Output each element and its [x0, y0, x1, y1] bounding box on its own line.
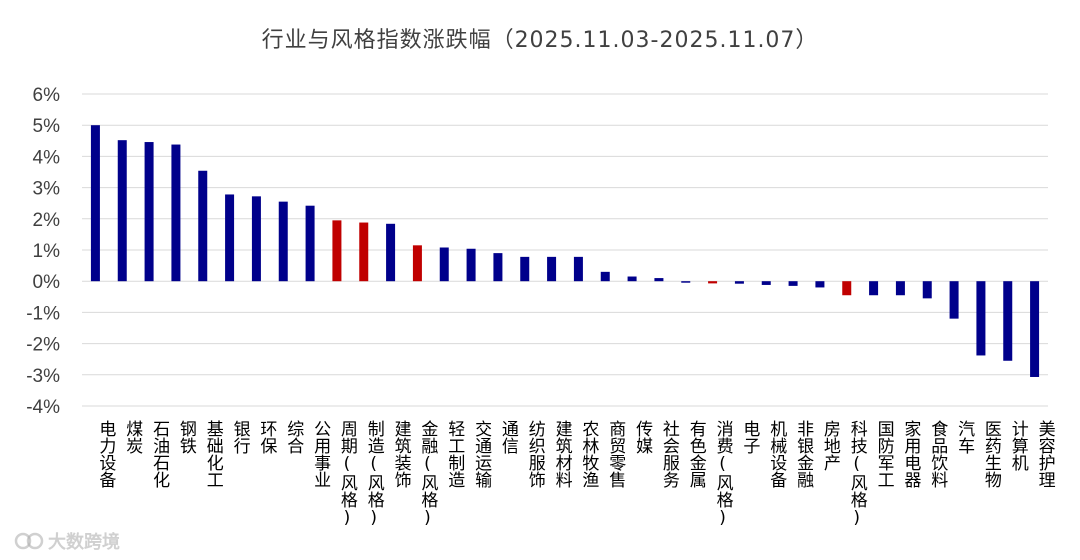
- bar-11: [359, 222, 369, 282]
- bar-20: [600, 271, 610, 282]
- x-category-label: 社会服务: [659, 420, 680, 488]
- watermark: 大数跨境: [14, 528, 120, 554]
- x-category-label: 周期(风格): [337, 420, 358, 528]
- x-category-label: 建筑装饰: [391, 420, 412, 488]
- bar-9: [305, 205, 315, 282]
- bar-5: [198, 170, 208, 282]
- x-category-label: 交通运输: [471, 420, 492, 489]
- x-category-label: 基础化工: [203, 420, 224, 488]
- bar-23: [681, 281, 691, 283]
- bar-14: [439, 247, 449, 282]
- bar-16: [493, 253, 503, 282]
- x-category-label: 农林牧渔: [578, 420, 599, 488]
- y-tick-label: -4%: [26, 397, 60, 418]
- x-category-label: 计算机: [1008, 420, 1029, 471]
- x-category-label: 银行: [230, 420, 251, 455]
- y-tick-label: -3%: [26, 366, 60, 387]
- bar-35: [1003, 281, 1013, 361]
- bars: [90, 125, 1040, 377]
- x-category-label: 综合: [283, 420, 304, 454]
- bar-15: [466, 248, 476, 282]
- bar-26: [761, 281, 771, 285]
- bar-36: [1030, 281, 1040, 377]
- x-category-label: 食品饮料: [927, 420, 948, 488]
- bar-4: [171, 144, 181, 282]
- y-axis-tick-labels: 6% 5% 4% 3% 2% 1% 0% -1% -2% -3% -4%: [26, 85, 60, 418]
- y-tick-label: 0%: [33, 272, 61, 293]
- gridlines: [82, 93, 1048, 407]
- y-tick-label: 5%: [33, 116, 61, 137]
- y-tick-label: -2%: [26, 335, 60, 356]
- y-tick-label: 4%: [33, 147, 61, 168]
- x-category-label: 石油石化: [149, 420, 170, 488]
- x-category-label: 机械设备: [766, 420, 787, 488]
- x-category-label: 医药生物: [981, 420, 1002, 488]
- watermark-logo-icon: [14, 532, 44, 550]
- x-category-label: 家用电器: [900, 420, 921, 488]
- bar-12: [386, 223, 396, 282]
- bar-18: [547, 256, 557, 282]
- x-category-label: 美容护理: [1035, 420, 1056, 488]
- bar-30: [869, 281, 879, 296]
- bar-21: [627, 276, 637, 282]
- x-category-label: 建筑材料: [552, 420, 573, 488]
- x-category-label: 公用事业: [310, 420, 331, 488]
- bar-17: [520, 256, 530, 282]
- x-axis-category-labels: 电力设备 煤炭 石油石化 钢铁 基础化工 银行 环保 综合 公用事业 周期(风格) 制造(风格) 建筑…: [95, 420, 1055, 528]
- watermark-text: 大数跨境: [48, 532, 120, 553]
- y-tick-label: 6%: [33, 85, 61, 106]
- x-category-label: 钢铁: [176, 420, 197, 454]
- y-tick-label: 2%: [33, 210, 61, 231]
- bar-8: [278, 201, 288, 282]
- x-category-label: 金融(风格): [417, 420, 438, 528]
- bar-32: [922, 281, 932, 299]
- x-category-label: 纺织服饰: [525, 420, 546, 488]
- x-category-label: 环保: [256, 420, 277, 454]
- bar-28: [815, 281, 825, 288]
- x-category-label: 电子: [739, 420, 760, 454]
- bar-22: [654, 278, 664, 282]
- y-tick-label: -1%: [26, 303, 60, 324]
- bar-33: [949, 281, 959, 319]
- x-category-label: 消费(风格): [713, 420, 734, 528]
- x-category-label: 有色金属: [686, 420, 707, 488]
- bar-13: [412, 245, 422, 282]
- bar-3: [144, 142, 154, 282]
- bar-2: [117, 140, 127, 282]
- x-category-label: 非银金融: [793, 420, 814, 489]
- bar-10: [332, 220, 342, 282]
- x-category-label: 制造(风格): [364, 420, 385, 528]
- bar-25: [734, 281, 744, 284]
- bar-29: [842, 281, 852, 296]
- chart-title: 行业与风格指数涨跌幅（2025.11.03-2025.11.07）: [261, 28, 819, 53]
- bar-34: [976, 281, 986, 356]
- x-category-label: 传媒: [632, 420, 653, 454]
- x-category-label: 煤炭: [122, 420, 143, 454]
- x-category-label: 房地产: [820, 420, 841, 471]
- x-category-label: 电力设备: [95, 420, 116, 488]
- x-category-label: 汽车: [954, 420, 975, 454]
- bar-1: [90, 125, 100, 282]
- y-tick-label: 3%: [33, 179, 61, 200]
- bar-24: [708, 281, 718, 284]
- x-category-label: 通信: [498, 420, 518, 454]
- bar-31: [895, 281, 905, 296]
- bar-27: [788, 281, 798, 286]
- x-category-label: 商贸零售: [605, 420, 626, 488]
- x-category-label: 轻工制造: [444, 420, 465, 488]
- x-category-label: 科技(风格): [847, 420, 868, 528]
- bar-7: [251, 196, 261, 282]
- y-tick-label: 1%: [33, 241, 61, 262]
- bar-6: [225, 194, 235, 282]
- bar-19: [573, 256, 583, 282]
- x-category-label: 国防军工: [874, 420, 895, 488]
